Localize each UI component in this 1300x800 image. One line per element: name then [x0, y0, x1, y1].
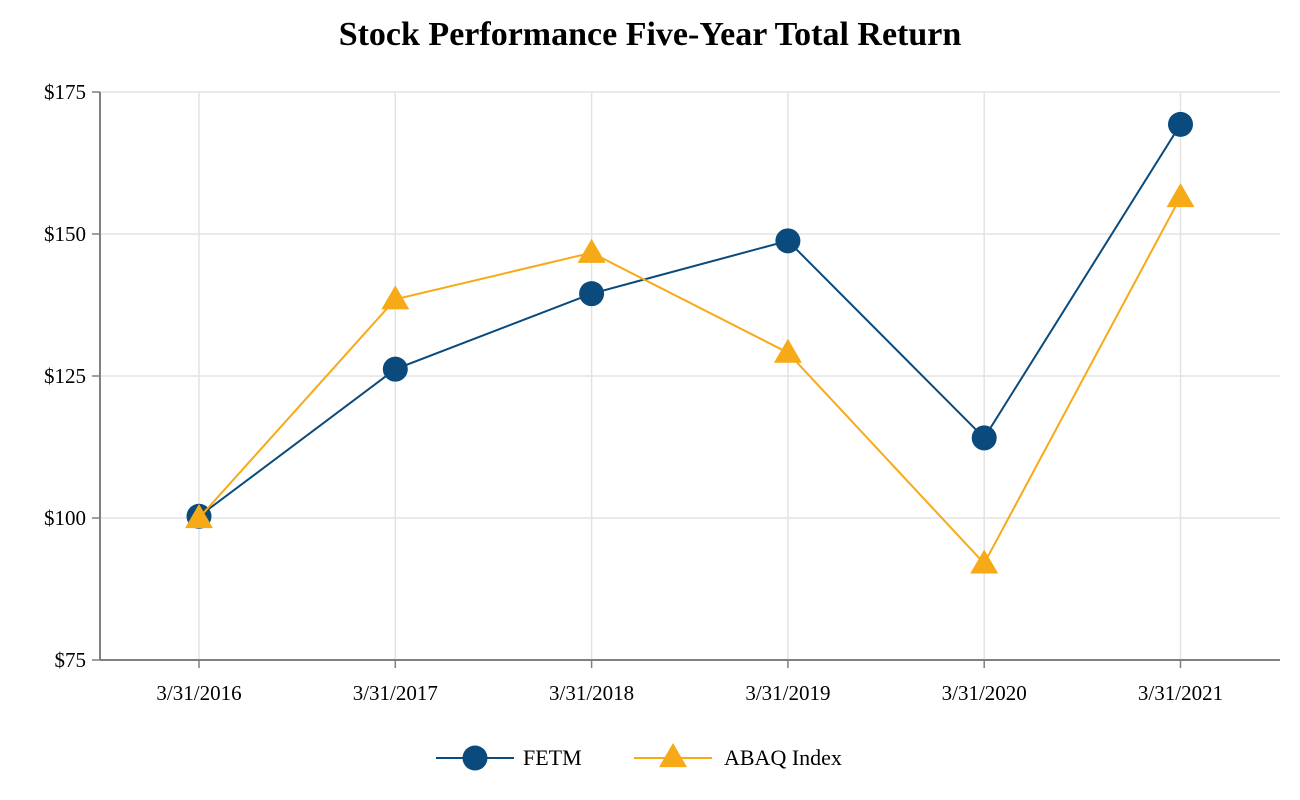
legend-marker-abaq-index [659, 743, 687, 768]
y-tick-label: $100 [44, 506, 86, 530]
y-tick-label: $125 [44, 364, 86, 388]
x-tick-label: 3/31/2020 [942, 681, 1027, 705]
data-point-abaq-index [577, 238, 606, 263]
x-tick-label: 3/31/2018 [549, 681, 634, 705]
data-point-abaq-index [1166, 183, 1195, 208]
data-point-abaq-index [773, 338, 802, 363]
legend-item-fetm: FETM [436, 745, 582, 771]
x-tick-label: 3/31/2016 [156, 681, 241, 705]
y-axis-ticks: $75 $100 $125 $150 $175 [44, 80, 100, 672]
series-group [185, 111, 1195, 574]
legend-item-abaq-index: ABAQ Index [634, 743, 842, 770]
chart-title: Stock Performance Five-Year Total Return [338, 16, 962, 53]
legend-marker-fetm [462, 745, 488, 771]
x-tick-label: 3/31/2017 [353, 681, 438, 705]
series-fetm [186, 111, 1193, 529]
y-tick-label: $75 [55, 648, 87, 672]
y-tick-label: $175 [44, 80, 86, 104]
data-point-fetm [775, 228, 801, 254]
grid-lines [100, 91, 1280, 660]
x-tick-label: 3/31/2019 [745, 681, 830, 705]
data-point-fetm [579, 281, 605, 307]
series-abaq-index [185, 183, 1195, 574]
legend: FETM ABAQ Index [436, 743, 842, 771]
series-line-abaq-index [198, 196, 1182, 566]
data-point-fetm [382, 356, 408, 382]
legend-label-abaq-index: ABAQ Index [724, 745, 842, 770]
x-tick-label: 3/31/2021 [1138, 681, 1223, 705]
series-line-fetm [198, 123, 1182, 518]
data-point-abaq-index [185, 504, 213, 529]
y-tick-label: $150 [44, 222, 86, 246]
x-axis-ticks: 3/31/2016 3/31/2017 3/31/2018 3/31/2019 3/31… [156, 660, 1223, 705]
data-point-fetm [1168, 111, 1193, 137]
data-point-abaq-index [970, 549, 999, 574]
legend-label-fetm: FETM [523, 745, 582, 770]
data-point-fetm [971, 425, 997, 451]
data-point-abaq-index [381, 285, 410, 310]
